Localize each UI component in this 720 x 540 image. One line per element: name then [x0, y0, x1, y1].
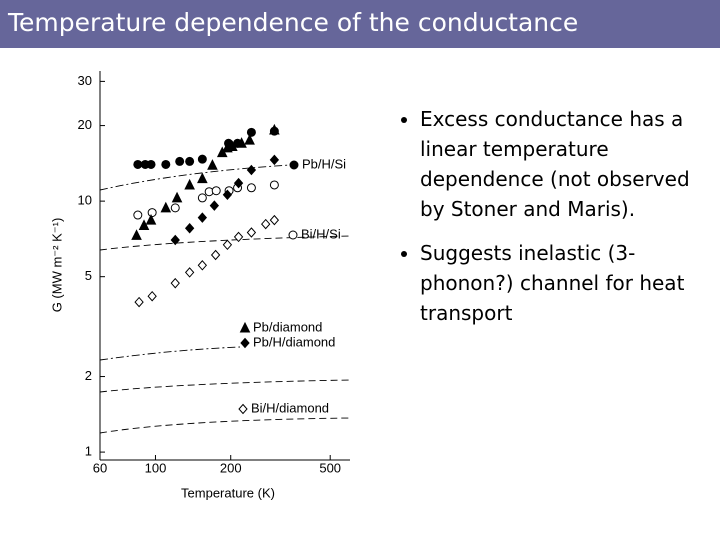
fit-curve	[99, 346, 241, 361]
data-point	[244, 134, 255, 145]
x-tick-label: 500	[319, 460, 341, 475]
x-tick-label: 200	[220, 460, 242, 475]
data-point	[197, 260, 208, 271]
data-point	[134, 296, 144, 308]
data-point	[197, 172, 208, 184]
data-point	[210, 249, 221, 261]
data-point	[269, 154, 280, 166]
legend-marker	[240, 337, 250, 349]
data-point	[233, 231, 244, 243]
data-point	[227, 140, 238, 152]
data-point	[145, 214, 157, 225]
data-point	[147, 290, 157, 302]
fit-curve	[99, 379, 351, 393]
y-tick-label: 30	[78, 73, 92, 88]
data-point	[170, 203, 180, 213]
data-point	[197, 193, 207, 203]
data-point	[147, 208, 157, 218]
x-tick-label: 100	[145, 460, 167, 475]
data-point	[236, 137, 247, 148]
y-tick-label: 10	[78, 193, 92, 208]
legend-label: Pb/H/diamond	[253, 334, 335, 349]
x-tick-label: 60	[93, 460, 107, 475]
data-point	[269, 123, 280, 135]
data-point	[133, 159, 143, 169]
data-point	[175, 156, 185, 166]
y-tick-label: 20	[78, 117, 92, 132]
data-point	[184, 267, 195, 278]
data-point	[131, 229, 142, 240]
data-point	[138, 219, 150, 230]
data-point	[246, 164, 257, 176]
data-point	[146, 159, 156, 169]
data-point	[207, 159, 218, 170]
data-point	[197, 212, 208, 223]
legend-marker	[239, 321, 251, 333]
data-point	[261, 218, 271, 230]
chart: Temperature (K) G (MW m⁻² K⁻¹) 60 100 200 5…	[49, 71, 351, 500]
bullet: Suggests inelastic (3-phonon?) channel f…	[420, 238, 710, 328]
legend-label: Pb/H/Si	[302, 156, 346, 171]
fit-curve	[99, 235, 351, 251]
y-tick-label: 1	[85, 444, 92, 459]
data-point	[170, 234, 180, 246]
legend-label: Bi/H/Si	[301, 226, 341, 241]
data-point	[222, 189, 233, 201]
data-point	[160, 201, 172, 213]
title-bar: Temperature dependence of the conductanc…	[0, 0, 720, 48]
data-point	[233, 177, 244, 189]
legend-marker	[238, 403, 248, 415]
data-point	[246, 127, 256, 137]
slide-title: Temperature dependence of the conductanc…	[8, 8, 579, 37]
data-point	[246, 183, 256, 193]
y-axis-label: G (MW m⁻² K⁻¹)	[49, 218, 64, 313]
data-point	[184, 222, 195, 234]
y-tick-label: 5	[85, 268, 92, 283]
y-tick-label: 2	[85, 368, 92, 383]
fit-curve	[99, 417, 351, 434]
legend-marker	[289, 160, 299, 170]
data-point	[211, 186, 221, 196]
data-point	[171, 191, 183, 203]
legend-label: Bi/H/diamond	[251, 400, 329, 415]
data-point	[170, 277, 180, 289]
bullet: Excess conductance has a linear temperat…	[420, 104, 710, 224]
data-point	[246, 227, 257, 238]
data-point	[222, 239, 233, 251]
data-point	[209, 200, 220, 211]
data-point	[185, 156, 195, 166]
bullet-list: Excess conductance has a linear temperat…	[392, 104, 710, 342]
legend-label: Pb/diamond	[253, 319, 322, 334]
data-point	[133, 210, 143, 220]
data-point	[161, 159, 171, 169]
data-point	[269, 214, 280, 226]
data-point	[269, 180, 279, 190]
data-point	[184, 178, 195, 190]
data-point	[197, 154, 207, 164]
legend-marker	[288, 230, 298, 240]
x-axis-label: Temperature (K)	[181, 485, 275, 500]
fit-curve	[99, 164, 291, 191]
